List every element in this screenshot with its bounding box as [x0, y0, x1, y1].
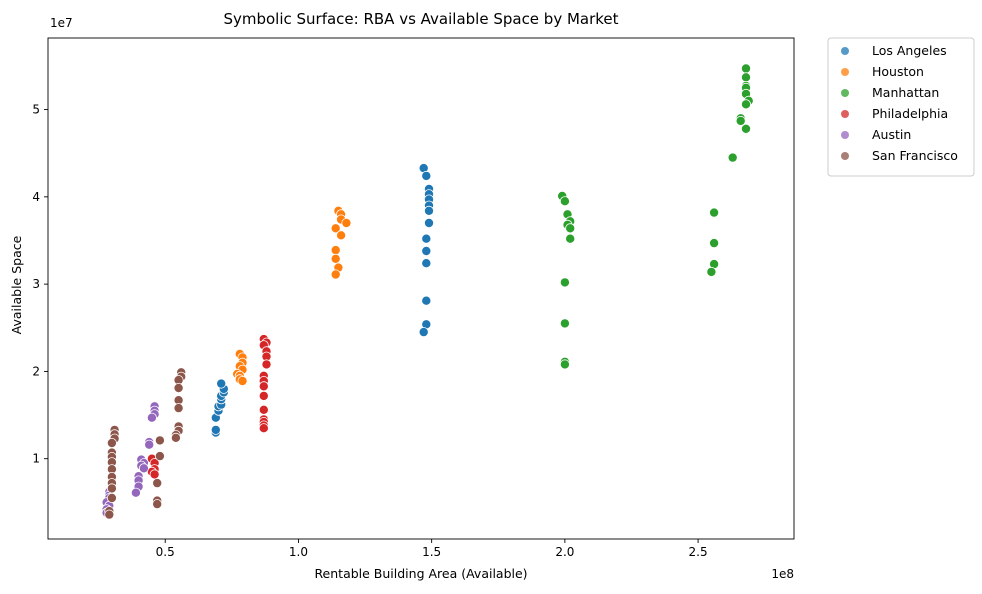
x-tick-label: 1.0: [289, 545, 308, 559]
y-tick-label: 3: [32, 277, 40, 291]
legend-marker-austin: [841, 131, 849, 139]
data-point-manhattan: [741, 123, 752, 134]
data-point-los-angeles: [421, 295, 432, 306]
y-tick-label: 5: [32, 103, 40, 117]
data-point-manhattan: [706, 266, 717, 277]
data-point-san-francisco: [154, 451, 165, 462]
data-point-los-angeles: [421, 258, 432, 269]
y-axis-offset-label: 1e7: [50, 16, 73, 30]
series-manhattan: [557, 63, 754, 370]
data-point-austin: [144, 439, 155, 450]
data-point-philadelphia: [258, 390, 269, 401]
x-tick-label: 0.5: [156, 545, 175, 559]
y-tick-label: 4: [32, 190, 40, 204]
data-point-houston: [330, 253, 341, 264]
data-point-houston: [330, 245, 341, 256]
data-point-manhattan: [565, 223, 576, 234]
y-tick-label: 2: [32, 364, 40, 378]
data-point-manhattan: [741, 99, 752, 110]
data-point-san-francisco: [152, 478, 163, 489]
series-san-francisco: [104, 367, 187, 520]
data-point-los-angeles: [216, 378, 227, 389]
data-point-austin: [138, 463, 149, 474]
data-point-san-francisco: [106, 483, 117, 494]
data-point-san-francisco: [106, 437, 117, 448]
data-point-manhattan: [559, 359, 570, 370]
data-point-houston: [330, 269, 341, 280]
data-point-houston: [341, 217, 352, 228]
data-point-los-angeles: [421, 245, 432, 256]
series-houston: [232, 205, 352, 386]
data-point-san-francisco: [154, 435, 165, 446]
legend-marker-san-francisco: [841, 152, 849, 160]
legend-marker-los-angeles: [841, 47, 849, 55]
legend-marker-houston: [841, 68, 849, 76]
data-point-san-francisco: [106, 492, 117, 503]
data-point-manhattan: [735, 115, 746, 126]
data-point-manhattan: [559, 196, 570, 207]
data-point-houston: [330, 223, 341, 234]
x-axis-offset-label: 1e8: [771, 567, 794, 581]
legend-label-houston: Houston: [872, 64, 924, 79]
legend-marker-manhattan: [841, 89, 849, 97]
legend-label-manhattan: Manhattan: [872, 85, 939, 100]
legend-label-philadelphia: Philadelphia: [872, 106, 948, 121]
y-tick-label: 1: [32, 452, 40, 466]
chart-title: Symbolic Surface: RBA vs Available Space…: [223, 10, 618, 28]
data-point-philadelphia: [258, 423, 269, 434]
plot-area: 0.5 1.0 1.5 2.0 2.5 1 2 3 4 5: [32, 37, 795, 559]
data-point-los-angeles: [421, 233, 432, 244]
data-point-manhattan: [709, 207, 720, 218]
x-axis-label: Rentable Building Area (Available): [314, 566, 527, 581]
data-point-philadelphia: [258, 404, 269, 415]
data-point-philadelphia: [261, 359, 272, 370]
legend: Los Angeles Houston Manhattan Philadelphia A…: [827, 37, 975, 177]
plot-frame: [47, 37, 795, 540]
legend-label-austin: Austin: [872, 127, 911, 142]
data-point-houston: [336, 230, 347, 241]
data-point-manhattan: [727, 152, 738, 163]
legend-box: [827, 37, 975, 177]
data-point-los-angeles: [418, 327, 429, 338]
data-point-austin: [130, 487, 141, 498]
data-point-san-francisco: [104, 509, 115, 520]
series-philadelphia: [146, 334, 272, 480]
data-point-manhattan: [565, 233, 576, 244]
data-point-san-francisco: [173, 403, 184, 414]
data-point-manhattan: [709, 238, 720, 249]
data-point-philadelphia: [149, 469, 160, 480]
x-tick-label: 2.0: [555, 545, 574, 559]
data-point-san-francisco: [173, 382, 184, 393]
data-point-los-angeles: [423, 217, 434, 228]
x-tick-label: 1.5: [422, 545, 441, 559]
data-point-los-angeles: [423, 205, 434, 216]
data-point-manhattan: [741, 63, 752, 74]
data-point-san-francisco: [170, 432, 181, 443]
series-los-angeles: [210, 163, 434, 438]
legend-marker-philadelphia: [841, 110, 849, 118]
legend-label-los-angeles: Los Angeles: [872, 43, 947, 58]
data-point-manhattan: [741, 72, 752, 83]
data-point-austin: [146, 412, 157, 423]
data-point-los-angeles: [210, 424, 221, 435]
data-point-manhattan: [559, 277, 570, 288]
legend-label-san-francisco: San Francisco: [872, 148, 958, 163]
data-point-los-angeles: [421, 170, 432, 181]
x-tick-label: 2.5: [689, 545, 708, 559]
data-point-manhattan: [559, 318, 570, 329]
data-point-san-francisco: [152, 499, 163, 510]
y-axis-label: Available Space: [9, 235, 24, 334]
data-point-philadelphia: [258, 381, 269, 392]
data-point-houston: [237, 375, 248, 386]
